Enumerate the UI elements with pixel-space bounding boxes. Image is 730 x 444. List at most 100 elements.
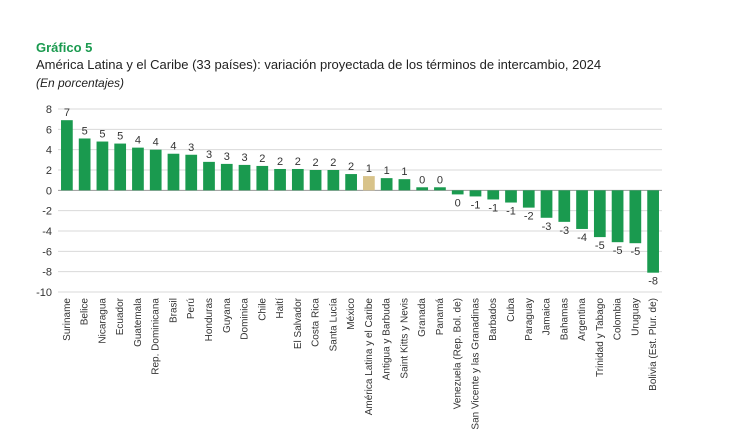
x-tick-label: Honduras	[204, 298, 215, 341]
data-label: -1	[506, 206, 516, 218]
data-label: 5	[82, 125, 88, 137]
data-label: -5	[630, 246, 640, 258]
bar	[380, 178, 393, 191]
x-tick-label: Colombia	[613, 298, 624, 341]
bar	[167, 153, 180, 191]
bar	[220, 163, 233, 191]
x-tick-label: Costa Rica	[311, 298, 322, 347]
bar	[61, 120, 73, 191]
y-axis-ticks: 8 6 4 2 0 -2 -4 -6 -8 -10	[36, 104, 52, 299]
x-tick-label: Guyana	[222, 298, 233, 333]
x-tick-label: Trinidad y Tabago	[595, 298, 606, 377]
x-tick-label: Cuba	[506, 298, 517, 322]
y-tick-label: -10	[36, 287, 52, 299]
bar	[451, 190, 464, 195]
chart-unit-note: (En porcentajes)	[36, 76, 125, 90]
x-tick-label: Antigua y Barbuda	[382, 298, 393, 381]
data-label: 2	[295, 156, 301, 168]
bar	[309, 170, 322, 191]
chart-title: Gráfico 5	[36, 40, 93, 55]
data-labels: 75 5 5 4 4 4 33 3 3 2 2 2 2 2 2 1 1 10 00 -1 -1 -1 -2-3 -3-4-5-…	[64, 107, 658, 287]
bar	[576, 190, 588, 229]
x-tick-label: Rep. Dominicana	[151, 298, 162, 375]
x-tick-label: Panamá	[435, 298, 446, 336]
bar	[469, 190, 482, 197]
data-label: 2	[277, 156, 283, 168]
data-label: 0	[437, 174, 443, 186]
bar	[274, 168, 286, 191]
y-tick-label: -4	[42, 226, 52, 238]
data-label: -5	[613, 245, 623, 257]
x-tick-label: Brasil	[168, 298, 179, 323]
bar	[238, 164, 251, 191]
bar	[629, 190, 642, 244]
x-tick-label: México	[346, 298, 357, 330]
bar	[149, 149, 162, 191]
x-tick-label: Haití	[275, 298, 286, 319]
x-tick-label: Santa Lucía	[328, 298, 339, 352]
x-tick-label: Bolivia (Est. Plur. de)	[648, 298, 659, 391]
x-tick-label: Bahamas	[559, 298, 570, 340]
x-tick-label: Nicaragua	[97, 298, 108, 344]
data-label: -2	[524, 211, 534, 223]
chart-subtitle: América Latina y el Caribe (33 países): …	[36, 57, 602, 72]
bar	[593, 190, 606, 238]
x-tick-label: Dominica	[240, 298, 251, 340]
x-tick-label: Jamaica	[542, 298, 553, 336]
data-label: -8	[648, 276, 658, 288]
data-label: 2	[348, 161, 354, 173]
data-label: 1	[384, 165, 390, 177]
bar	[416, 187, 429, 191]
y-tick-label: 6	[46, 124, 52, 136]
x-tick-label: Venezuela (Rep. Bol. de)	[453, 298, 464, 409]
data-label: 3	[224, 151, 230, 163]
bar	[487, 190, 500, 200]
x-tick-label: América Latina y el Caribe	[364, 298, 375, 416]
bar	[540, 190, 553, 218]
data-label: 3	[241, 152, 247, 164]
bar	[203, 161, 215, 191]
data-label: -4	[577, 232, 587, 244]
bar	[132, 147, 144, 191]
data-label: 2	[259, 153, 265, 165]
bar	[647, 190, 659, 273]
y-tick-label: 2	[46, 165, 52, 177]
data-label: -1	[471, 199, 481, 211]
y-tick-label: 8	[46, 104, 52, 116]
x-tick-label: Perú	[186, 298, 197, 319]
data-label: -5	[595, 240, 605, 252]
bar	[434, 187, 446, 191]
data-label: 7	[64, 107, 70, 119]
x-tick-label: Belice	[80, 298, 91, 326]
x-tick-label: Saint Kitts y Nevis	[399, 298, 410, 379]
data-label: 0	[419, 174, 425, 186]
y-tick-label: 0	[46, 185, 52, 197]
bar	[291, 168, 304, 191]
data-label: 1	[401, 166, 407, 178]
data-label: 4	[135, 135, 141, 147]
y-tick-label: 4	[46, 145, 52, 157]
bars	[61, 120, 659, 273]
data-label: 4	[153, 137, 159, 149]
bar	[611, 190, 624, 243]
data-label: -3	[542, 221, 552, 233]
x-tick-label: Paraguay	[524, 298, 535, 341]
x-tick-label: Chile	[257, 298, 268, 321]
data-label: 2	[313, 157, 319, 169]
bar	[327, 170, 340, 191]
data-label: 3	[188, 142, 194, 154]
gridlines	[58, 108, 662, 293]
bar	[363, 176, 375, 191]
x-tick-label: Suriname	[62, 298, 73, 341]
bar	[505, 190, 517, 203]
bar	[78, 138, 91, 191]
x-tick-label: Barbados	[488, 298, 499, 341]
y-tick-label: -6	[42, 246, 52, 258]
bar	[185, 154, 198, 191]
data-label: 5	[99, 129, 105, 141]
data-label: -1	[488, 202, 498, 214]
data-label: 1	[366, 163, 372, 175]
x-axis-ticks: Suriname Belice Nicaragua Ecuador Guatemala R…	[62, 297, 659, 429]
data-label: 3	[206, 149, 212, 161]
